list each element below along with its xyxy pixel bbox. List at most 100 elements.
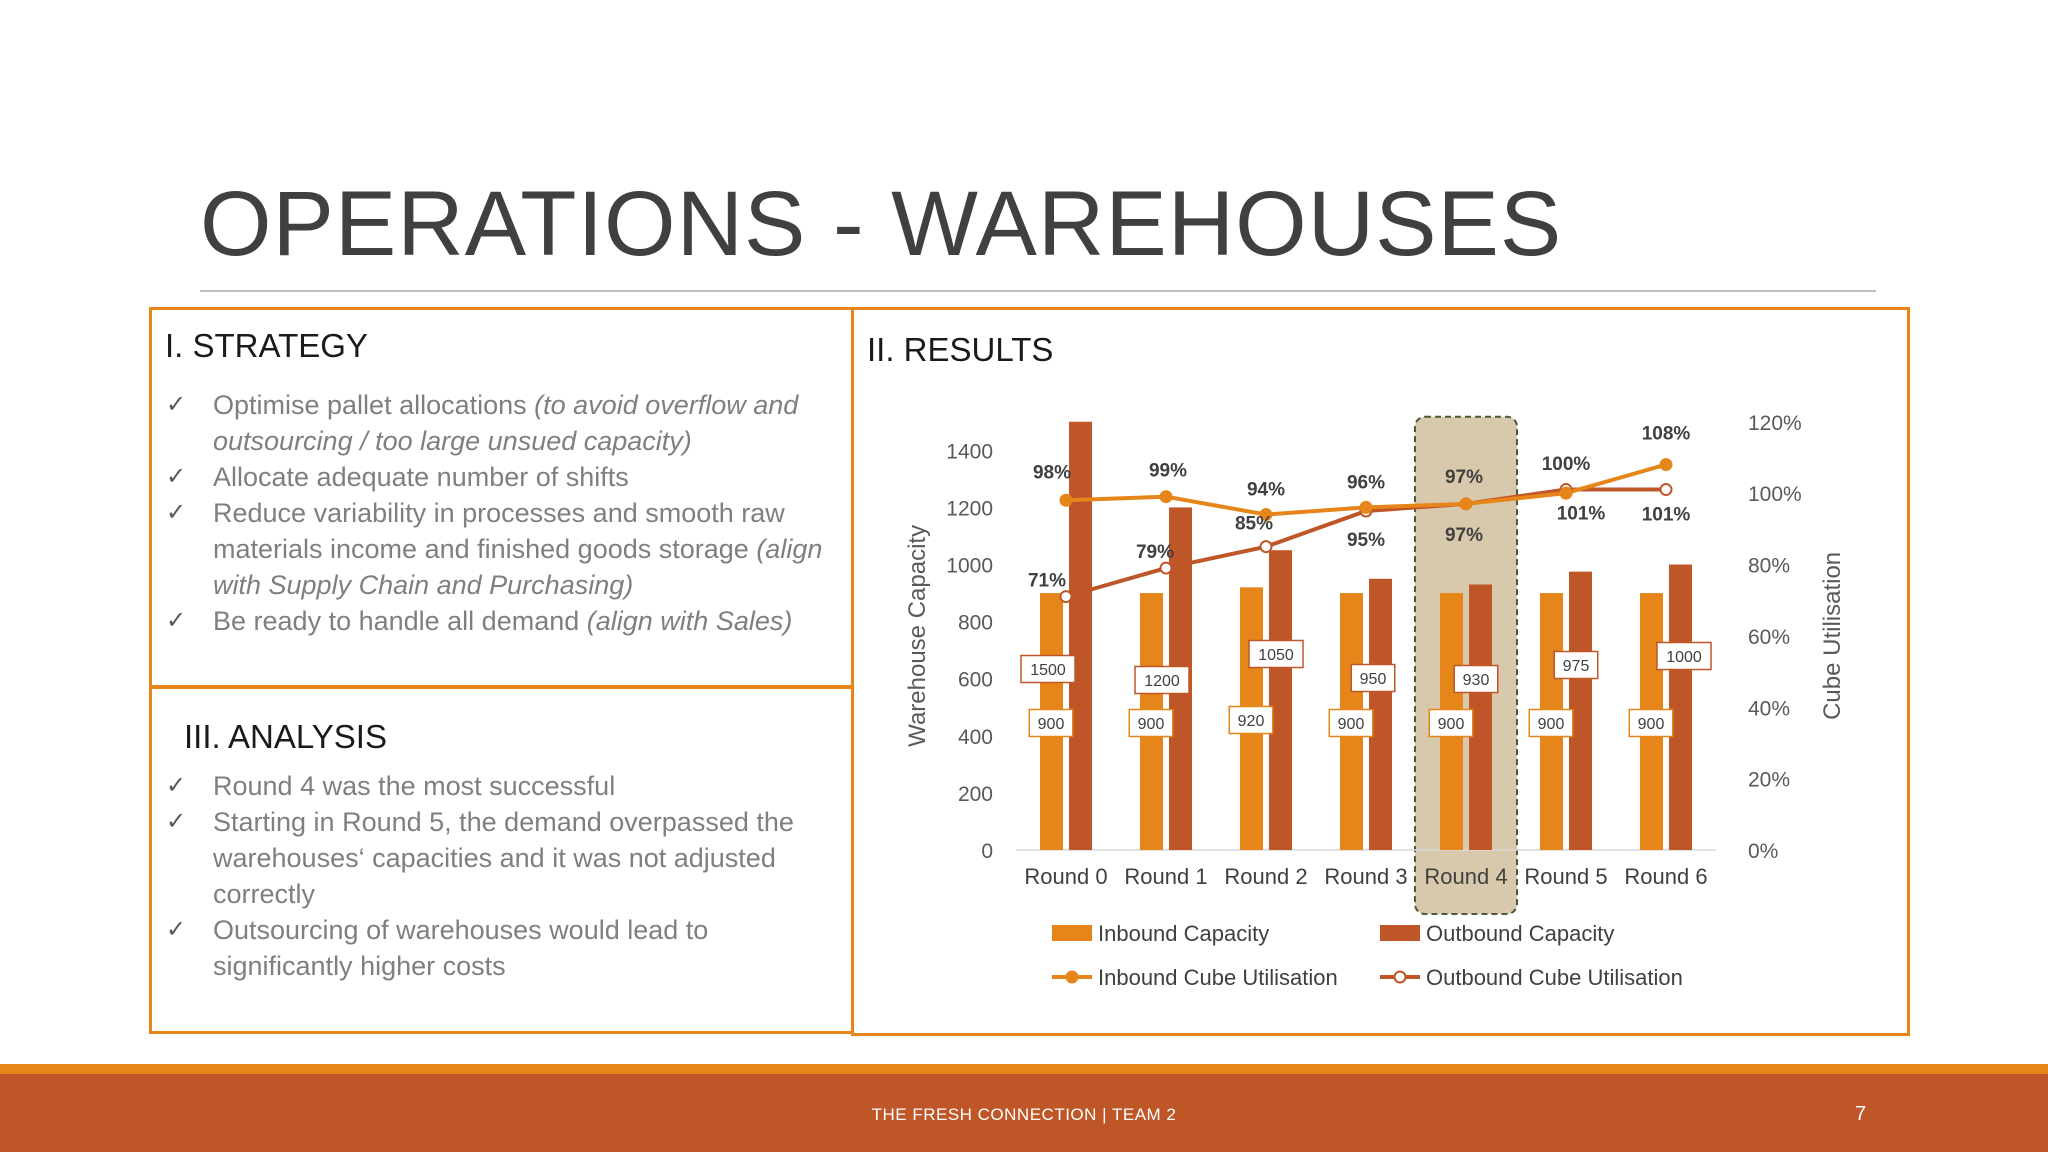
y-tick-label: 1400	[946, 440, 993, 463]
results-heading: II. RESULTS	[867, 331, 1054, 368]
y2-tick-label: 80%	[1748, 555, 1790, 578]
inbound-capacity-label-box	[1028, 708, 1074, 738]
y2-tick-label: 100%	[1748, 483, 1802, 506]
outbound-utilisation-point	[1259, 540, 1273, 554]
outbound-capacity-label-box	[1453, 664, 1499, 694]
outbound-capacity-label-box	[1350, 663, 1396, 693]
outbound-utilisation-label: 71%	[1028, 571, 1066, 592]
outbound-capacity-bar	[1369, 578, 1392, 850]
outbound-capacity-label: 975	[1563, 658, 1590, 675]
check-icon: ✓	[166, 463, 187, 490]
inbound-utilisation-point	[1559, 486, 1573, 500]
outbound-capacity-bar	[1469, 584, 1492, 850]
x-tick-label: Round 6	[1624, 864, 1707, 889]
capacity-utilisation-chart: 0 200 400 600 800 1000 1200 1400 0% 20% 40% 60% 80% 1…	[904, 412, 1846, 990]
outbound-utilisation-point	[1059, 590, 1073, 604]
outbound-capacity-label-box	[1020, 654, 1076, 684]
outbound-capacity-label: 1200	[1144, 673, 1180, 690]
legend-label: Outbound Capacity	[1426, 921, 1614, 946]
footer-bar	[0, 1064, 2048, 1152]
y-tick-label: 600	[958, 669, 993, 692]
title-divider	[200, 290, 1876, 292]
y2-tick-label: 40%	[1748, 697, 1790, 720]
outbound-utilisation-label: 97%	[1445, 525, 1483, 546]
inbound-capacity-label: 900	[1038, 716, 1065, 733]
outbound-capacity-label: 1050	[1258, 647, 1294, 664]
y2-tick-label: 20%	[1748, 769, 1790, 792]
inbound-utilisation-point	[1159, 490, 1173, 504]
inbound-capacity-label-box	[1628, 708, 1674, 738]
outbound-capacity-label-box	[1656, 641, 1712, 671]
outbound-utilisation-label: 101%	[1557, 504, 1606, 525]
x-tick-label: Round 4	[1424, 864, 1507, 889]
inbound-capacity-label-box	[1528, 708, 1574, 738]
strategy-list: ✓ Optimise pallet allocations (to avoid o…	[166, 387, 846, 639]
legend-marker	[1065, 970, 1079, 984]
inbound-utilisation-point	[1359, 500, 1373, 514]
inbound-utilisation-point	[1659, 458, 1673, 472]
check-icon: ✓	[166, 499, 187, 526]
outbound-capacity-bar	[1269, 550, 1292, 850]
x-tick-label: Round 5	[1524, 864, 1607, 889]
check-icon: ✓	[166, 808, 187, 835]
legend-marker	[1393, 970, 1407, 984]
check-icon: ✓	[166, 391, 187, 418]
list-item: ✓ Reduce variability in processes and smo…	[166, 495, 846, 603]
page-number: 7	[1855, 1103, 1867, 1125]
inbound-utilisation-point	[1459, 497, 1473, 511]
outbound-capacity-label: 1000	[1666, 649, 1702, 666]
y-tick-label: 400	[958, 726, 993, 749]
analysis-list: ✓ Round 4 was the most successful ✓ Starti…	[166, 768, 826, 984]
x-tick-label: Round 3	[1324, 864, 1407, 889]
inbound-capacity-label: 900	[1338, 716, 1365, 733]
list-item: ✓ Starting in Round 5, the demand overpas…	[166, 804, 826, 912]
list-item: ✓ Be ready to handle all demand (align wi…	[166, 603, 846, 639]
y-axis-title: Warehouse Capacity	[904, 525, 931, 747]
inbound-capacity-label-box	[1328, 708, 1374, 738]
check-icon: ✓	[166, 607, 187, 634]
legend-label: Inbound Cube Utilisation	[1098, 965, 1338, 990]
inbound-capacity-label: 920	[1238, 713, 1265, 730]
inbound-utilisation-point	[1259, 508, 1273, 522]
outbound-capacity-label-box	[1134, 665, 1190, 695]
outbound-utilisation-label: 101%	[1642, 505, 1691, 526]
check-icon: ✓	[166, 916, 187, 943]
list-item: ✓ Outsourcing of warehouses would lead to…	[166, 912, 826, 984]
y-tick-label: 0	[981, 840, 993, 863]
legend-swatch	[1052, 925, 1092, 941]
results-panel	[851, 307, 1910, 1036]
inbound-utilisation-label: 99%	[1149, 461, 1187, 482]
outbound-utilisation-point	[1659, 483, 1673, 497]
legend-label: Outbound Cube Utilisation	[1426, 965, 1683, 990]
inbound-utilisation-label: 96%	[1347, 472, 1385, 493]
inbound-utilisation-label: 97%	[1445, 467, 1483, 488]
x-tick-label: Round 2	[1224, 864, 1307, 889]
y2-tick-label: 0%	[1748, 840, 1778, 863]
x-tick-label: Round 0	[1024, 864, 1107, 889]
inbound-utilisation-label: 98%	[1033, 462, 1071, 483]
y2-tick-label: 120%	[1748, 412, 1802, 435]
legend-label: Inbound Capacity	[1098, 921, 1269, 946]
analysis-heading: III. ANALYSIS	[184, 718, 387, 755]
inbound-capacity-label-box	[1228, 705, 1274, 735]
y2-axis-title: Cube Utilisation	[1819, 552, 1846, 720]
inbound-capacity-label: 900	[1538, 716, 1565, 733]
list-item: ✓ Optimise pallet allocations (to avoid o…	[166, 387, 846, 459]
list-item: ✓ Allocate adequate number of shifts	[166, 459, 846, 495]
y2-tick-label: 60%	[1748, 626, 1790, 649]
inbound-utilisation-label: 108%	[1642, 424, 1691, 445]
footer-text: THE FRESH CONNECTION | TEAM 2	[871, 1105, 1177, 1124]
y-tick-label: 1200	[946, 497, 993, 520]
outbound-utilisation-point	[1159, 561, 1173, 575]
outbound-capacity-label-box	[1553, 650, 1599, 680]
outbound-capacity-label: 1500	[1030, 662, 1066, 679]
inbound-utilisation-label: 100%	[1542, 454, 1591, 475]
outbound-capacity-bar	[1669, 564, 1692, 850]
inbound-capacity-label: 900	[1138, 716, 1165, 733]
outbound-capacity-label: 930	[1463, 672, 1490, 689]
inbound-utilisation-label: 94%	[1247, 480, 1285, 501]
outbound-capacity-bar	[1569, 571, 1592, 850]
inbound-capacity-label: 900	[1638, 716, 1665, 733]
x-tick-label: Round 1	[1124, 864, 1207, 889]
inbound-utilisation-point	[1059, 493, 1073, 507]
